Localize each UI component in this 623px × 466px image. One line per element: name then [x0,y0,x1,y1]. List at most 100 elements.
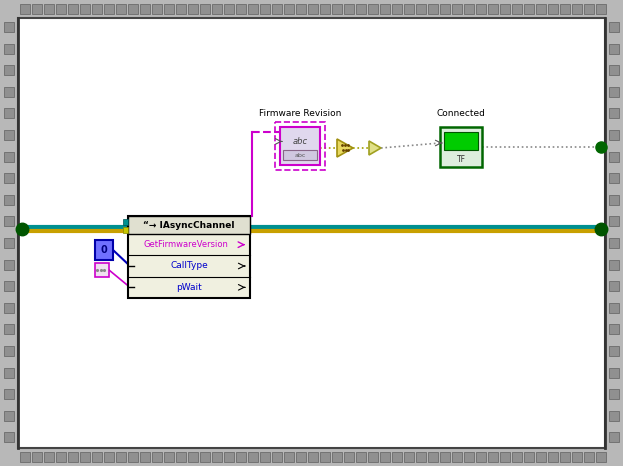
Bar [4,109,14,118]
Bar [200,452,210,462]
Text: abc: abc [294,153,306,158]
Bar [4,432,14,442]
Bar [356,4,366,14]
Bar [572,452,582,462]
Bar [440,4,450,14]
Bar [344,452,354,462]
Bar [0,0,18,466]
Bar [296,452,306,462]
Bar [0,0,623,18]
Bar [536,452,546,462]
Bar [584,4,594,14]
Bar [609,389,619,399]
Bar [609,238,619,248]
Bar [20,452,30,462]
Bar [596,4,606,14]
Bar [392,4,402,14]
Bar [280,127,320,165]
Bar [128,216,250,298]
Bar [92,4,102,14]
Bar [512,452,522,462]
Bar [4,346,14,356]
Bar [128,216,250,234]
Bar [4,324,14,335]
Bar [512,4,522,14]
Bar [320,452,330,462]
Bar [548,452,558,462]
Bar [116,4,126,14]
Text: TF: TF [457,155,465,164]
Bar [284,4,294,14]
Bar [476,452,486,462]
Bar [609,65,619,75]
Bar [452,4,462,14]
Bar [428,4,438,14]
Bar [200,4,210,14]
Bar [95,240,113,260]
Bar [4,87,14,97]
Text: GetFirmwareVersion: GetFirmwareVersion [143,240,229,249]
Bar [104,4,114,14]
Bar [248,4,258,14]
Bar [80,452,90,462]
Bar [188,452,198,462]
Bar [392,452,402,462]
Bar [609,216,619,226]
Bar [416,4,426,14]
Bar [4,260,14,270]
Bar [56,452,66,462]
Bar [164,452,174,462]
Bar [380,452,390,462]
Bar [272,4,282,14]
Bar [609,303,619,313]
Bar [605,0,623,466]
Bar [404,4,414,14]
Bar [248,452,258,462]
Bar [609,281,619,291]
Bar [416,452,426,462]
Bar [596,452,606,462]
Bar [488,4,498,14]
Bar [609,260,619,270]
Bar [4,368,14,377]
Bar [0,448,623,466]
Bar [404,452,414,462]
Bar [609,411,619,421]
Bar [332,452,342,462]
Bar [123,219,128,225]
Bar [476,4,486,14]
Bar [176,452,186,462]
Bar [4,281,14,291]
Text: “→ IAsyncChannel: “→ IAsyncChannel [143,220,235,229]
Bar [609,346,619,356]
Bar [4,44,14,54]
Text: Connected: Connected [437,109,485,118]
Bar [20,4,30,14]
Bar [308,452,318,462]
Bar [488,452,498,462]
Bar [452,452,462,462]
Text: abc: abc [292,137,308,146]
Bar [4,65,14,75]
Bar [609,130,619,140]
Bar [283,150,317,160]
Bar [236,452,246,462]
Bar [428,452,438,462]
Bar [140,452,150,462]
Bar [609,44,619,54]
Bar [164,4,174,14]
Bar [444,132,478,150]
Bar [536,4,546,14]
Bar [140,4,150,14]
Bar [609,173,619,183]
Bar [284,452,294,462]
Text: 0: 0 [101,245,107,255]
Bar [560,4,570,14]
Bar [609,87,619,97]
Text: Firmware Revision: Firmware Revision [259,109,341,118]
Bar [524,4,534,14]
Bar [4,130,14,140]
Bar [68,4,78,14]
Bar [609,368,619,377]
Bar [4,411,14,421]
